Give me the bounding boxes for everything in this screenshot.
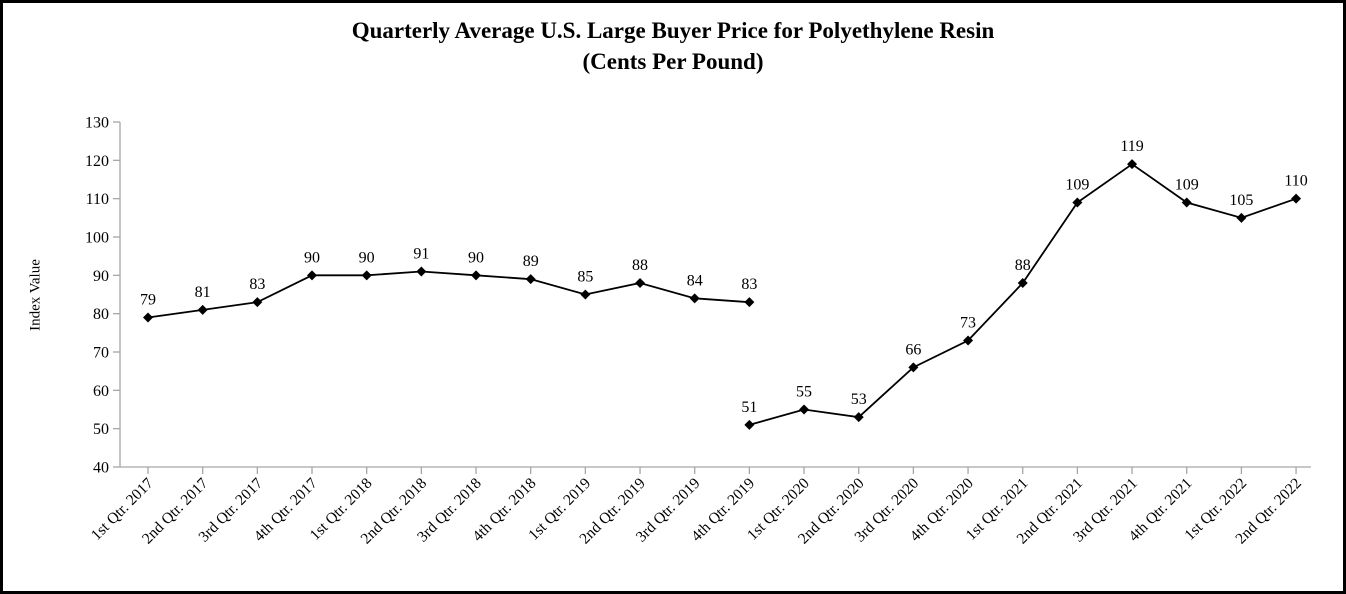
data-point-marker [689,293,700,304]
chart-title-line1: Quarterly Average U.S. Large Buyer Price… [351,18,995,43]
data-point-marker [1017,278,1028,288]
data-point-marker [1236,212,1247,223]
data-point-marker [1072,197,1083,208]
chart-title-line2: (Cents Per Pound) [582,49,764,74]
data-point-marker [471,270,482,281]
data-point-marker [143,312,153,323]
data-point-marker [361,270,372,281]
resin-price-segment-2019-2022-line [749,163,1297,426]
y-tick-label: 90 [93,268,109,285]
data-point-marker [1127,159,1138,170]
data-point-label: 91 [413,246,429,263]
y-tick-label: 130 [85,115,109,132]
data-point-label: 90 [359,249,375,266]
data-point-marker [1181,197,1192,208]
data-point-label: 81 [195,284,211,301]
data-point-label: 51 [741,399,757,416]
y-tick-label: 60 [93,383,109,400]
data-point-marker [635,278,646,288]
chart-title: Quarterly Average U.S. Large Buyer Price… [3,15,1343,77]
data-point-marker [744,419,755,430]
data-point-label: 110 [1284,173,1307,190]
data-point-label: 83 [741,276,757,293]
data-point-label: 79 [140,292,156,309]
data-point-label: 88 [1015,257,1031,274]
data-point-label: 90 [304,249,320,266]
y-tick-label: 100 [85,230,109,247]
data-point-marker [525,274,536,285]
y-tick-label: 80 [93,306,109,323]
data-point-marker [799,404,810,415]
data-point-marker [744,297,755,308]
data-point-marker [853,412,864,423]
data-point-marker [963,335,974,346]
data-point-label: 84 [687,272,703,289]
y-tick-label: 70 [93,345,109,362]
data-point-marker [908,362,919,373]
y-tick-label: 110 [86,191,109,208]
data-point-label: 83 [249,276,265,293]
data-point-marker [416,266,427,277]
y-tick-label: 120 [85,153,109,170]
data-point-label: 55 [796,384,812,401]
data-point-label: 88 [632,257,648,274]
data-point-label: 90 [468,249,484,266]
data-point-label: 73 [960,315,976,332]
data-point-label: 119 [1120,138,1143,155]
data-point-marker [252,297,263,308]
data-point-marker [1291,193,1302,204]
y-tick-label: 50 [93,421,109,438]
data-point-label: 109 [1065,177,1089,194]
y-tick-label: 40 [93,460,109,477]
data-point-label: 66 [905,341,921,358]
data-point-label: 85 [577,269,593,286]
data-point-label: 53 [851,391,867,408]
data-point-marker [197,304,208,315]
data-point-label: 89 [523,253,539,270]
data-point-label: 109 [1175,177,1199,194]
data-point-marker [580,289,591,300]
resin-price-segment-2017-2019-line [147,270,750,319]
data-point-marker [307,270,318,281]
data-point-label: 105 [1229,192,1253,209]
